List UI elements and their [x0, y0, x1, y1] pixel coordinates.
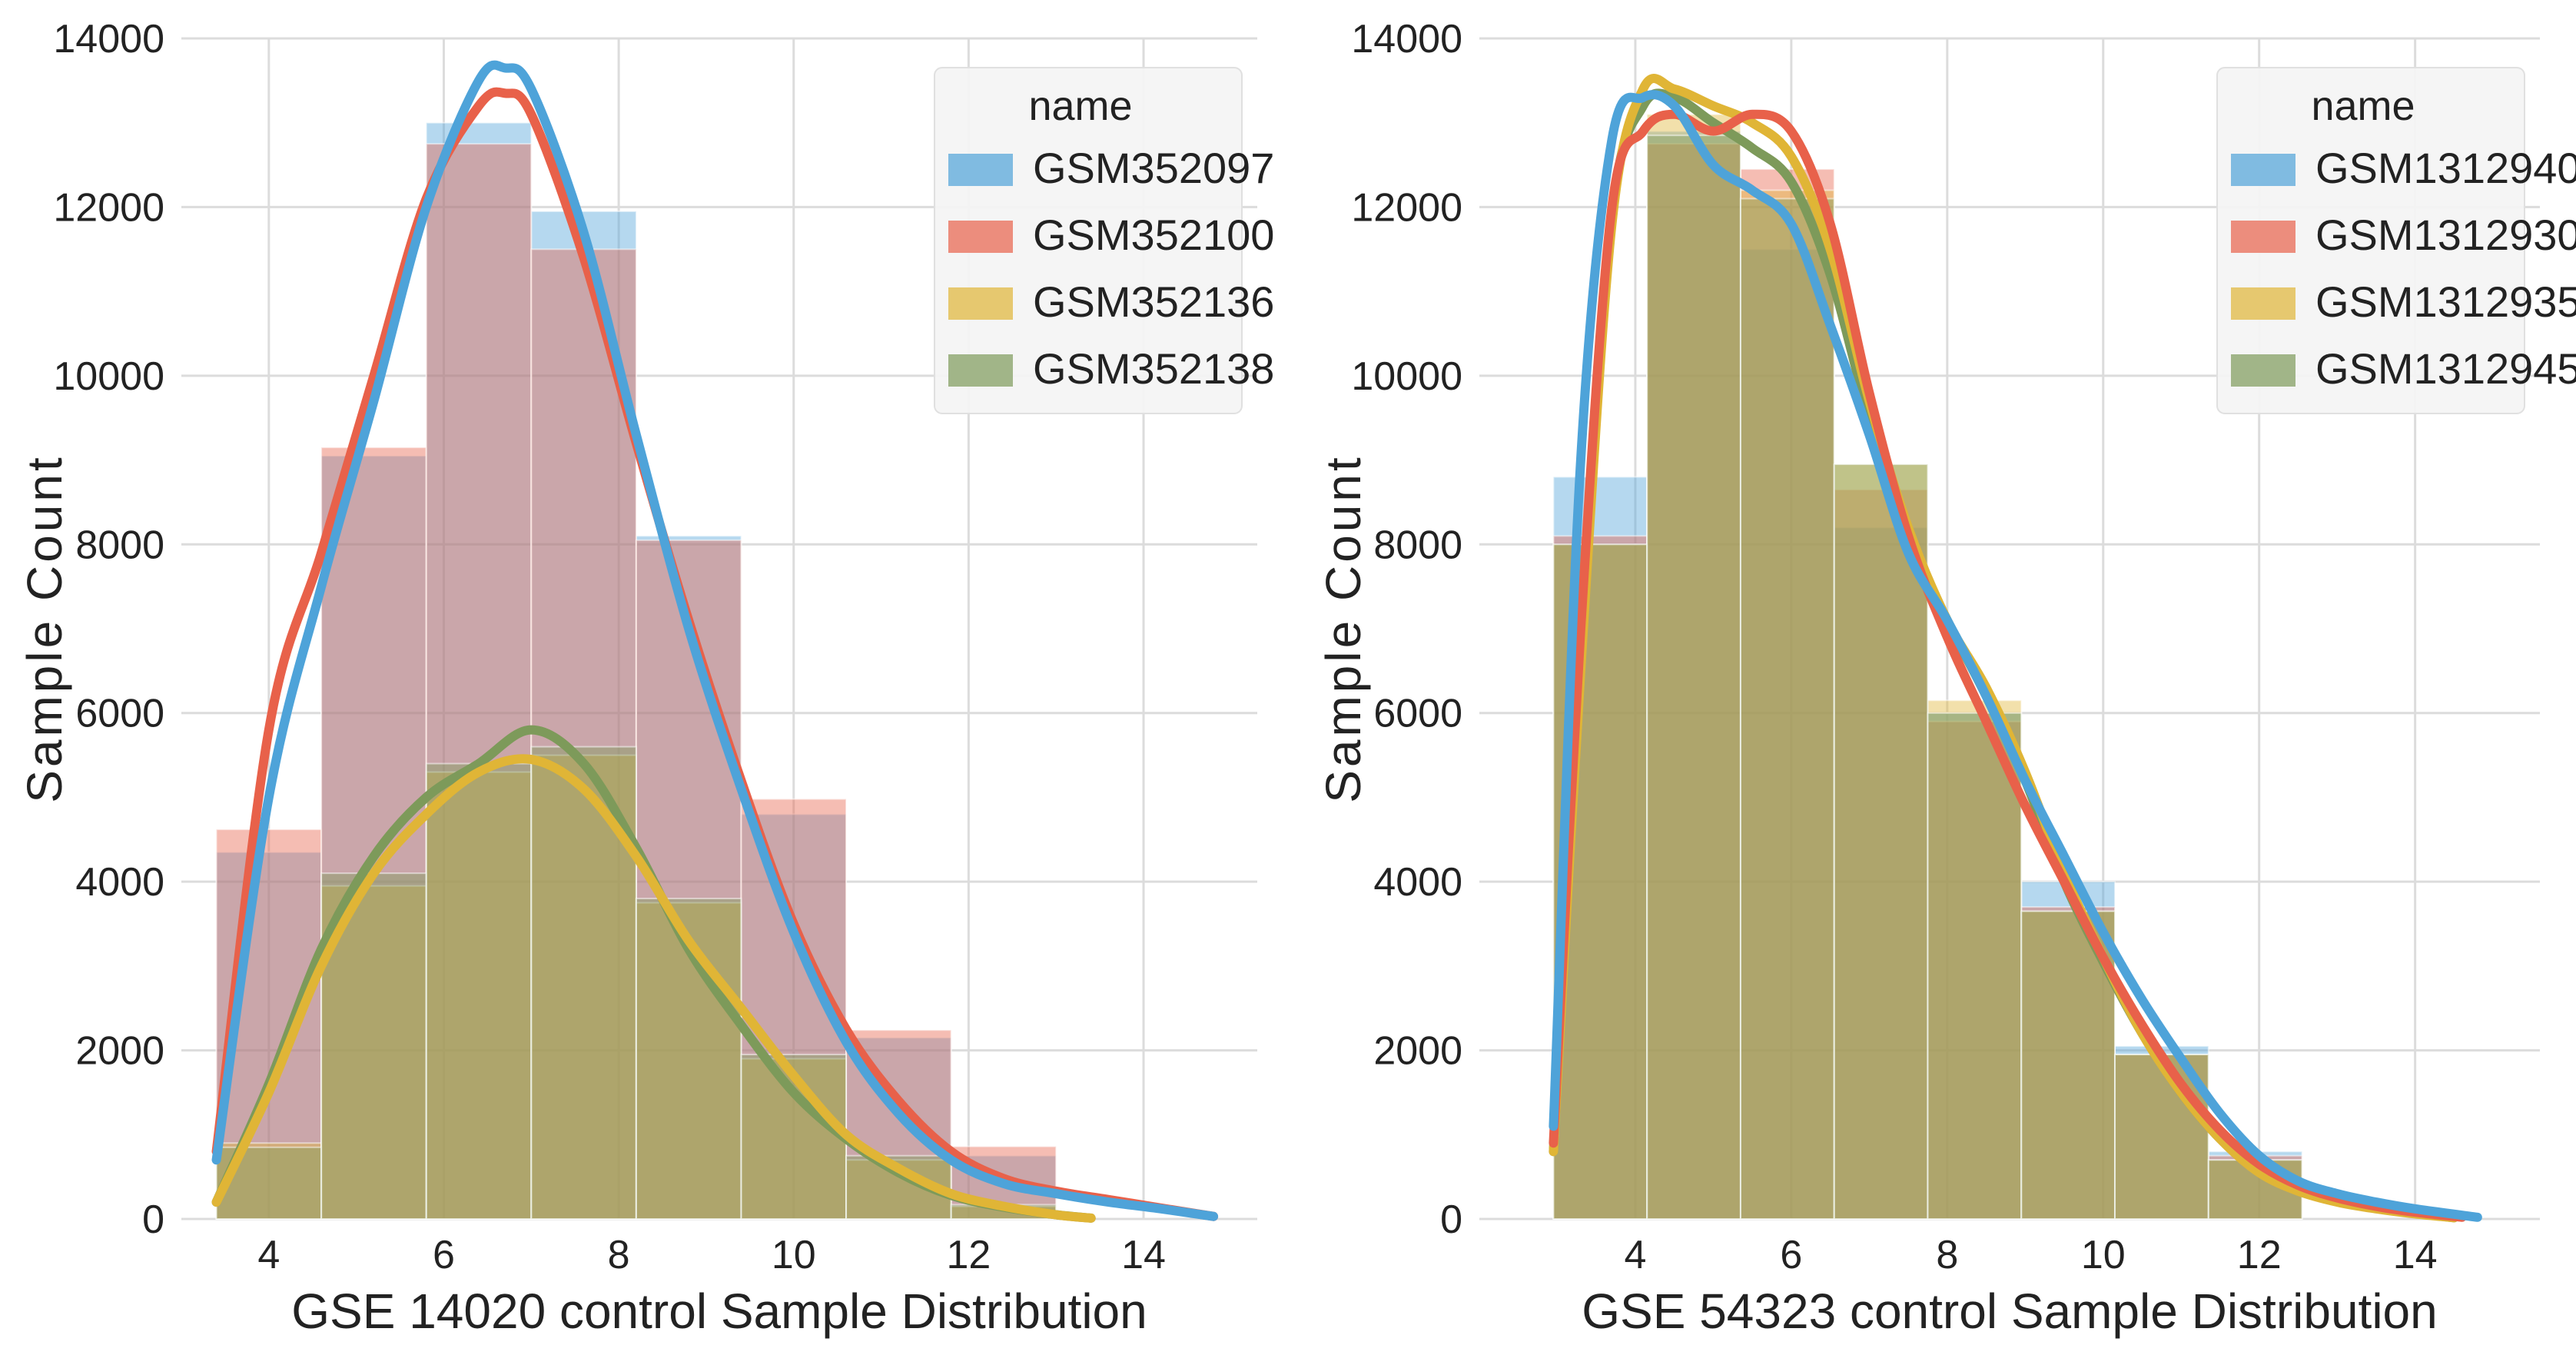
hist-bar-gsm1312945: [1646, 135, 1741, 1221]
chart-gse54323: 0 2000 4000 6000 8000 10000 12000 14000 4 6 8 10 12 1…: [1316, 17, 2576, 1339]
hist-bar-gsm352136: [740, 1058, 848, 1220]
hist-bar-gsm1312945: [1833, 463, 1929, 1220]
y-tick-label: 14000: [53, 17, 164, 61]
legend-swatch: [948, 287, 1013, 320]
hist-bar-gsm1312930: [1927, 720, 2023, 1220]
legend-swatch: [2231, 154, 2295, 186]
legend-label: GSM1312935: [2315, 277, 2576, 326]
x-tick-label: 8: [608, 1233, 630, 1277]
legend-swatch: [948, 221, 1013, 253]
legend-title: name: [2311, 83, 2415, 129]
hist-bar-gsm1312935: [1833, 463, 1929, 1220]
y-tick-label: 4000: [1373, 860, 1462, 905]
legend-swatch: [948, 354, 1013, 387]
kde-line-gsm352097: [211, 60, 1219, 1221]
legend-swatch: [948, 154, 1013, 186]
chart-gse14020: 0 2000 4000 6000 8000 10000 12000 14000 4 6 8 10 12 1…: [17, 17, 1274, 1339]
y-tick-label: 4000: [75, 860, 164, 905]
y-tick-label: 0: [142, 1197, 164, 1242]
x-tick-label: 4: [257, 1233, 280, 1277]
legend-swatch: [2231, 354, 2295, 387]
x-tick-label: 10: [772, 1233, 816, 1277]
legend-label: GSM1312945: [2315, 344, 2576, 393]
x-axis-title: GSE 14020 control Sample Distribution: [291, 1284, 1147, 1339]
hist-bar-gsm1312940: [1927, 712, 2023, 1220]
y-tick-label: 0: [1440, 1197, 1462, 1242]
y-tick-label: 8000: [1373, 523, 1462, 567]
y-tick-label: 14000: [1351, 17, 1462, 61]
hist-bar-gsm1312940: [1646, 130, 1741, 1221]
kde-line-gsm1312940: [1549, 90, 2482, 1222]
legend-label: GSM352100: [1033, 211, 1274, 259]
x-tick-label: 6: [433, 1233, 455, 1277]
hist-bar-gsm352100: [425, 143, 533, 1221]
kde-line-gsm1312930: [1549, 109, 2467, 1222]
hist-bar-gsm352138: [425, 762, 533, 1220]
hist-bar-gsm352136: [425, 771, 533, 1220]
legend: name GSM352097 GSM352100 GSM352136 GSM352138: [934, 67, 1274, 414]
legend-label: GSM352138: [1033, 344, 1274, 393]
legend-label: GSM352097: [1033, 144, 1274, 192]
y-tick-label: 10000: [53, 354, 164, 399]
hist-bar-gsm1312945: [1927, 712, 2023, 1220]
legend: name GSM1312940 GSM1312930 GSM1312935 GSM131…: [2216, 67, 2576, 414]
hist-bar-gsm352100: [740, 798, 848, 1220]
legend-swatch: [2231, 221, 2295, 253]
y-tick-label: 12000: [1351, 185, 1462, 230]
hist-bar-gsm1312930: [1739, 168, 1835, 1221]
y-tick-label: 6000: [75, 692, 164, 736]
y-tick-label: 2000: [1373, 1029, 1462, 1074]
hist-bar-gsm1312945: [1739, 198, 1835, 1220]
legend-swatch: [2231, 287, 2295, 320]
x-tick-label: 4: [1624, 1233, 1646, 1277]
y-tick-label: 2000: [75, 1029, 164, 1074]
x-tick-label: 12: [2237, 1233, 2282, 1277]
y-tick-label: 12000: [53, 185, 164, 230]
x-tick-label: 14: [2393, 1233, 2438, 1277]
legend-label: GSM352136: [1033, 277, 1274, 326]
y-axis-title: Sample Count: [1316, 454, 1371, 803]
y-tick-label: 6000: [1373, 692, 1462, 736]
y-tick-label: 10000: [1351, 354, 1462, 399]
y-axis-title: Sample Count: [17, 454, 72, 803]
kde-line-gsm352136: [211, 754, 1096, 1223]
x-tick-label: 8: [1936, 1233, 1958, 1277]
x-tick-label: 10: [2081, 1233, 2126, 1277]
hist-bar-gsm1312935: [1927, 699, 2023, 1220]
y-tick-label: 8000: [75, 523, 164, 567]
legend-title: name: [1028, 83, 1132, 129]
hist-bar-gsm352138: [740, 1054, 848, 1220]
x-tick-label: 14: [1121, 1233, 1166, 1277]
x-axis-title: GSE 54323 control Sample Distribution: [1582, 1284, 2437, 1339]
x-tick-label: 6: [1780, 1233, 1802, 1277]
x-tick-label: 12: [946, 1233, 991, 1277]
legend-label: GSM1312930: [2315, 211, 2576, 259]
legend-label: GSM1312940: [2315, 144, 2576, 192]
